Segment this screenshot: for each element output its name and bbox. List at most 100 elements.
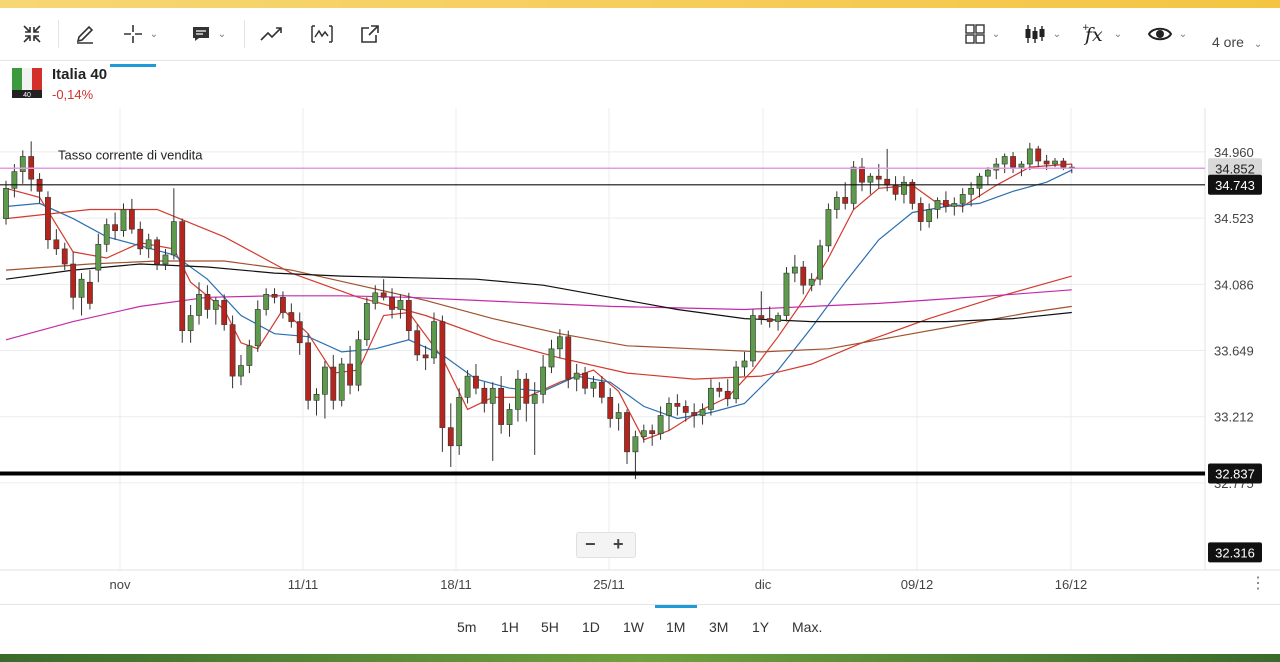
candle [112, 212, 118, 240]
candle [137, 221, 144, 255]
candle-body [347, 363, 353, 386]
candle [288, 303, 295, 328]
candle [573, 363, 580, 392]
indicator-icon[interactable] [302, 8, 342, 60]
candle-body [212, 300, 219, 310]
candle-body [120, 209, 127, 231]
x-tick-label: 09/12 [901, 577, 934, 592]
candle [397, 294, 404, 319]
candle-body [775, 315, 781, 322]
candle-body [221, 300, 228, 325]
candle [783, 267, 790, 322]
zoom-out-button[interactable]: − [585, 534, 596, 554]
candle-body [724, 390, 731, 400]
candle-body [1018, 163, 1025, 168]
zoom-in-button[interactable]: + [613, 534, 624, 554]
candle [1052, 157, 1058, 168]
candle [708, 379, 714, 416]
timeframe-1h[interactable]: 1H [501, 619, 519, 635]
candle [162, 248, 169, 271]
x-tick-label: 25/11 [593, 577, 625, 592]
timeframe-max[interactable]: Max. [792, 619, 823, 635]
candle [481, 382, 488, 413]
candle-body [481, 387, 488, 404]
candle-body [515, 378, 521, 410]
candle-body [330, 366, 337, 401]
timeframe-select[interactable]: 4 ore ⌄ [1212, 34, 1262, 50]
crosshair-tool[interactable]: ⌄ [112, 8, 168, 60]
candle-body [682, 406, 689, 413]
candle-body [867, 175, 874, 183]
candle [145, 233, 152, 258]
timeframe-1d[interactable]: 1D [582, 619, 600, 635]
candle-body [112, 224, 118, 231]
layout-grid-icon [965, 24, 985, 44]
candle-body [95, 244, 102, 271]
comment-tool[interactable]: ⌄ [180, 8, 236, 60]
candle [212, 297, 219, 325]
candle [691, 403, 698, 428]
candle [901, 176, 907, 204]
candle [607, 388, 614, 428]
candle [36, 173, 43, 204]
timeframe-1m[interactable]: 1M [666, 619, 686, 635]
candle-body [615, 412, 622, 419]
candle [338, 357, 345, 407]
top-accent-strip [0, 0, 1280, 8]
chevron-down-icon: ⌄ [217, 28, 227, 40]
candle [624, 409, 630, 464]
candle-body [1001, 156, 1008, 165]
candle [674, 394, 681, 416]
candle-body [506, 409, 513, 425]
timeframe-1y[interactable]: 1Y [752, 619, 770, 635]
timeframe-5m[interactable]: 5m [457, 619, 477, 635]
timeframe-5h[interactable]: 5H [541, 619, 559, 635]
candle-body [246, 345, 253, 366]
price-chart[interactable]: Tasso corrente di vendita 34.960 34.523 34… [0, 108, 1280, 604]
timeframe-bar: 5m 1H 5H 1D 1W 1M 3M 1Y Max. [0, 604, 1280, 655]
candle [238, 354, 244, 386]
candle [229, 315, 236, 389]
candle [447, 403, 454, 467]
share-icon[interactable] [350, 8, 390, 60]
chart-type-button[interactable]: ⌄ [1016, 8, 1068, 60]
timeframe-3m[interactable]: 3M [709, 619, 729, 635]
candle [103, 218, 110, 252]
visibility-button[interactable]: ⌄ [1138, 8, 1196, 60]
candle-body [976, 175, 983, 189]
candle [439, 315, 446, 452]
candle [598, 376, 605, 404]
candle [246, 339, 253, 374]
candle-body [405, 300, 412, 331]
candle-body [540, 366, 546, 395]
indicators-button[interactable]: fx + ⌄ [1076, 8, 1128, 60]
candle-body [1026, 148, 1033, 165]
candle-body [817, 245, 823, 280]
candle-body [61, 248, 68, 265]
candle-body [372, 292, 379, 304]
candle-body [590, 381, 597, 389]
pencil-icon[interactable] [66, 8, 104, 60]
candle [917, 197, 924, 231]
collapse-icon[interactable] [12, 8, 52, 60]
candle-body [456, 397, 463, 447]
candle-body [842, 197, 849, 204]
candle [363, 297, 370, 346]
candle-body [968, 187, 974, 195]
candle [733, 360, 740, 404]
candle-body [363, 303, 370, 341]
layout-grid-button[interactable]: ⌄ [956, 8, 1008, 60]
candle-body [271, 294, 278, 298]
candle-body [565, 336, 572, 380]
timeframe-1w[interactable]: 1W [623, 619, 644, 635]
candle [859, 157, 865, 192]
candle [716, 382, 723, 398]
chevron-down-icon: ⌄ [1052, 28, 1062, 40]
price-label: 34.743 [1208, 174, 1262, 195]
candle [892, 176, 899, 201]
candle [11, 164, 18, 198]
chevron-down-icon: ⌄ [1113, 28, 1123, 40]
candle [565, 330, 572, 389]
trend-icon[interactable] [252, 8, 292, 60]
more-options-icon[interactable]: ⋮ [1250, 575, 1266, 592]
